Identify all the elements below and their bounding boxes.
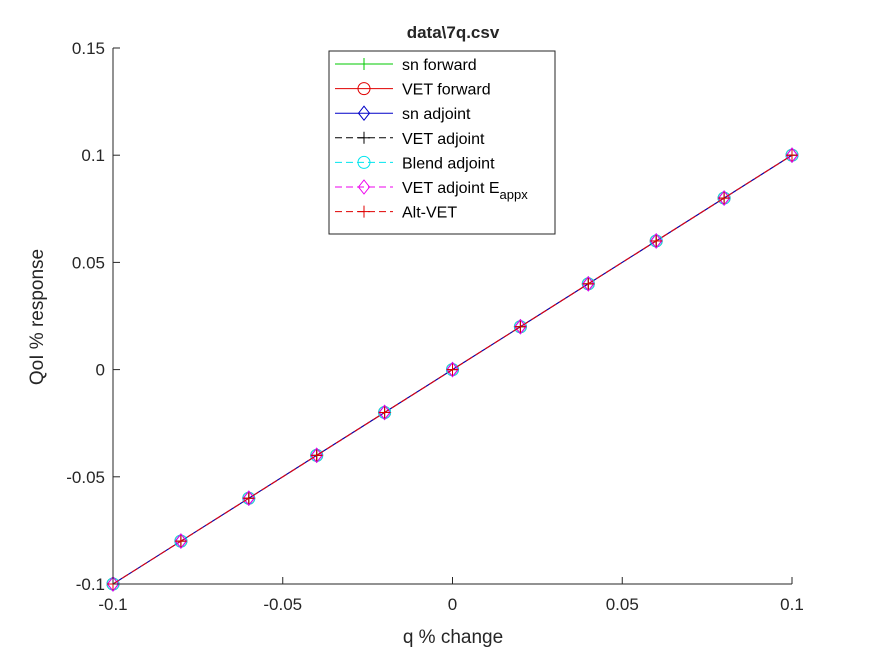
legend-box — [328, 50, 556, 235]
data-point — [650, 233, 663, 249]
legend-item: sn adjoint — [335, 105, 471, 123]
legend-marker — [357, 82, 371, 96]
y-axis-ticks: -0.1 -0.05 0 0.05 0.1 0.15 — [66, 39, 120, 594]
data-point — [174, 535, 187, 548]
data-point — [242, 490, 255, 507]
y-axis-label: QoI % response — [27, 249, 48, 385]
legend-item: Alt-VET — [335, 205, 457, 222]
y-tick-label: 0.15 — [72, 39, 105, 58]
y-tick-label: 0.05 — [72, 253, 105, 272]
y-tick-label: 0.1 — [81, 146, 105, 165]
data-point — [446, 361, 459, 378]
data-point — [718, 192, 731, 205]
legend-item: sn forward — [335, 57, 477, 74]
axes-frame — [112, 48, 792, 585]
legend-marker — [358, 131, 370, 144]
series-layer — [106, 147, 799, 592]
legend-label: VET adjoint Eappx — [402, 180, 528, 202]
legend-label: Alt-VET — [402, 205, 457, 222]
y-tick-label: -0.1 — [76, 575, 105, 594]
data-point — [582, 277, 595, 290]
legend-label: sn adjoint — [402, 106, 471, 123]
legend-item: VET adjoint Eappx — [335, 179, 528, 202]
legend-label: VET adjoint — [402, 131, 485, 148]
data-point — [650, 234, 663, 247]
data-point — [378, 406, 391, 419]
data-point — [310, 449, 323, 462]
data-point — [174, 533, 188, 549]
x-tick-label: -0.1 — [98, 595, 127, 614]
x-tick-label: 0.1 — [780, 595, 804, 614]
legend: sn forward VET forward sn adjoint VET adjoi… — [328, 50, 556, 235]
legend-marker — [358, 58, 370, 70]
x-axis-ticks: -0.1 -0.05 0 0.05 0.1 — [98, 577, 804, 614]
legend-marker — [357, 105, 371, 122]
series-6 — [107, 149, 798, 590]
legend-item: VET adjoint — [335, 131, 485, 148]
legend-label: sn forward — [402, 57, 477, 74]
data-point — [786, 149, 798, 162]
legend-marker — [357, 179, 371, 195]
x-axis-label: q % change — [403, 627, 503, 648]
data-point — [514, 320, 527, 333]
legend-label-subscript: appx — [500, 187, 529, 202]
legend-marker — [358, 205, 370, 218]
y-tick-label: 0 — [96, 361, 105, 380]
legend-marker — [357, 155, 371, 169]
x-tick-label: -0.05 — [263, 595, 302, 614]
legend-item: Blend adjoint — [335, 155, 495, 172]
x-tick-label: 0 — [448, 595, 457, 614]
data-point — [446, 363, 459, 376]
legend-item: VET forward — [335, 82, 491, 99]
data-point — [242, 492, 255, 505]
legend-label: Blend adjoint — [402, 155, 495, 172]
y-tick-label: -0.05 — [66, 468, 105, 487]
data-point — [785, 147, 799, 164]
x-tick-label: 0.05 — [606, 595, 639, 614]
chart-title: data\7q.csv — [407, 23, 500, 42]
legend-label: VET forward — [402, 82, 491, 99]
